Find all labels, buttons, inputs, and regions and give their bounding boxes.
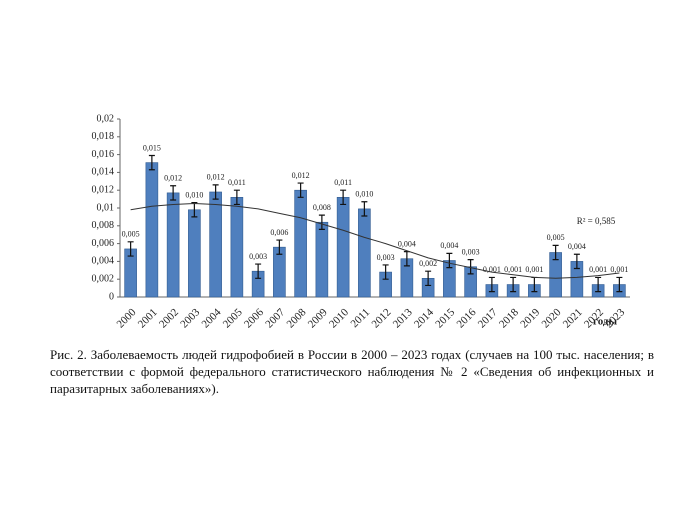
error-bar	[212, 184, 219, 200]
bar	[358, 208, 371, 298]
y-tick-label: 0,006	[92, 238, 115, 249]
error-bar	[446, 252, 453, 269]
error-bar	[297, 182, 304, 198]
error-bar	[255, 263, 262, 279]
data-label: 0,004	[398, 239, 416, 248]
y-tick-label: 0,02	[97, 113, 115, 124]
y-tick-label: 0,012	[92, 184, 115, 195]
data-label: 0,003	[377, 253, 395, 262]
y-tick-label: 0,008	[92, 220, 115, 231]
x-tick-label: 2008	[284, 306, 308, 330]
data-label: 0,010	[355, 190, 373, 199]
error-bar	[488, 276, 495, 293]
error-bar	[191, 202, 198, 218]
data-label: 0,005	[122, 230, 140, 239]
data-label: 0,008	[313, 203, 331, 212]
x-tick-label: 2009	[306, 306, 330, 330]
error-bar	[340, 189, 347, 206]
data-label: 0,010	[185, 190, 203, 199]
y-tick-label: 0	[109, 291, 114, 302]
x-tick-label: 2018	[497, 306, 521, 330]
error-bar	[382, 264, 389, 280]
x-tick-label: 2014	[412, 306, 436, 330]
error-bar	[616, 276, 623, 293]
x-tick-label: 2007	[263, 306, 287, 330]
bar	[145, 162, 159, 298]
data-label: 0,001	[504, 265, 522, 274]
x-tick-label: 2002	[157, 306, 181, 330]
data-label: 0,001	[525, 265, 543, 274]
bar	[315, 221, 329, 298]
data-label: 0,005	[547, 233, 565, 242]
error-bar	[276, 239, 283, 255]
error-bar	[552, 244, 559, 261]
error-bar	[318, 214, 325, 230]
x-tick-label: 2003	[178, 306, 202, 330]
y-tick-label: 0,01	[97, 202, 115, 213]
x-axis-label: годы	[593, 316, 617, 328]
data-label: 0,003	[462, 247, 480, 256]
chart: годы R² = 0,585 00,0020,0040,0060,0080,0…	[92, 113, 630, 330]
x-tick-label: 2015	[433, 306, 457, 330]
x-tick-label: 2011	[349, 306, 373, 330]
annotation: R² = 0,585	[577, 216, 616, 226]
error-bar	[233, 189, 240, 206]
x-tick-label: 2006	[242, 306, 266, 330]
data-label: 0,006	[270, 228, 288, 237]
x-tick-label: 2019	[518, 306, 542, 330]
error-bar	[361, 201, 368, 217]
x-tick-label: 2017	[476, 306, 500, 330]
error-bar	[170, 185, 177, 201]
data-label: 0,012	[207, 173, 225, 182]
y-tick-label: 0,014	[92, 167, 115, 178]
caption: Рис. 2. Заболеваемость людей гидрофобией…	[50, 347, 654, 396]
data-label: 0,001	[483, 265, 501, 274]
error-bar	[127, 241, 134, 257]
bar	[336, 197, 350, 298]
data-label: 0,004	[568, 242, 586, 251]
x-tick-label: 2005	[221, 306, 245, 330]
x-tick-label: 2020	[539, 306, 563, 330]
x-tick-label: 2013	[391, 306, 415, 330]
y-tick-label: 0,016	[92, 149, 115, 160]
error-bar	[148, 154, 155, 171]
y-tick-label: 0,018	[92, 131, 115, 142]
bar	[230, 197, 244, 298]
error-bar	[595, 276, 602, 293]
x-tick-label: 2021	[561, 306, 585, 330]
x-tick-label: 2001	[136, 306, 160, 330]
x-tick-label: 2010	[327, 306, 351, 330]
bar	[188, 209, 201, 298]
y-tick-label: 0,002	[92, 273, 115, 284]
y-tick-label: 0,004	[92, 256, 115, 267]
data-label: 0,011	[228, 178, 246, 187]
data-label: 0,004	[440, 241, 458, 250]
data-label: 0,011	[334, 178, 352, 187]
x-tick-label: 2004	[199, 306, 223, 330]
bar	[166, 192, 180, 298]
error-bar	[467, 259, 474, 275]
data-label: 0,003	[249, 252, 267, 261]
x-tick-label: 2000	[114, 306, 138, 330]
data-label: 0,001	[589, 265, 607, 274]
error-bar	[573, 253, 580, 270]
x-tick-label: 2012	[369, 306, 393, 330]
x-tick-label: 2016	[454, 306, 478, 330]
data-label: 0,001	[610, 265, 628, 274]
bar	[294, 189, 307, 298]
error-bar	[425, 270, 432, 287]
error-bar	[510, 276, 517, 293]
data-label: 0,012	[292, 171, 310, 180]
bar	[209, 191, 222, 298]
data-label: 0,015	[143, 143, 161, 152]
data-label: 0,012	[164, 174, 182, 183]
trendline	[130, 203, 620, 279]
data-label: 0,002	[419, 259, 437, 268]
